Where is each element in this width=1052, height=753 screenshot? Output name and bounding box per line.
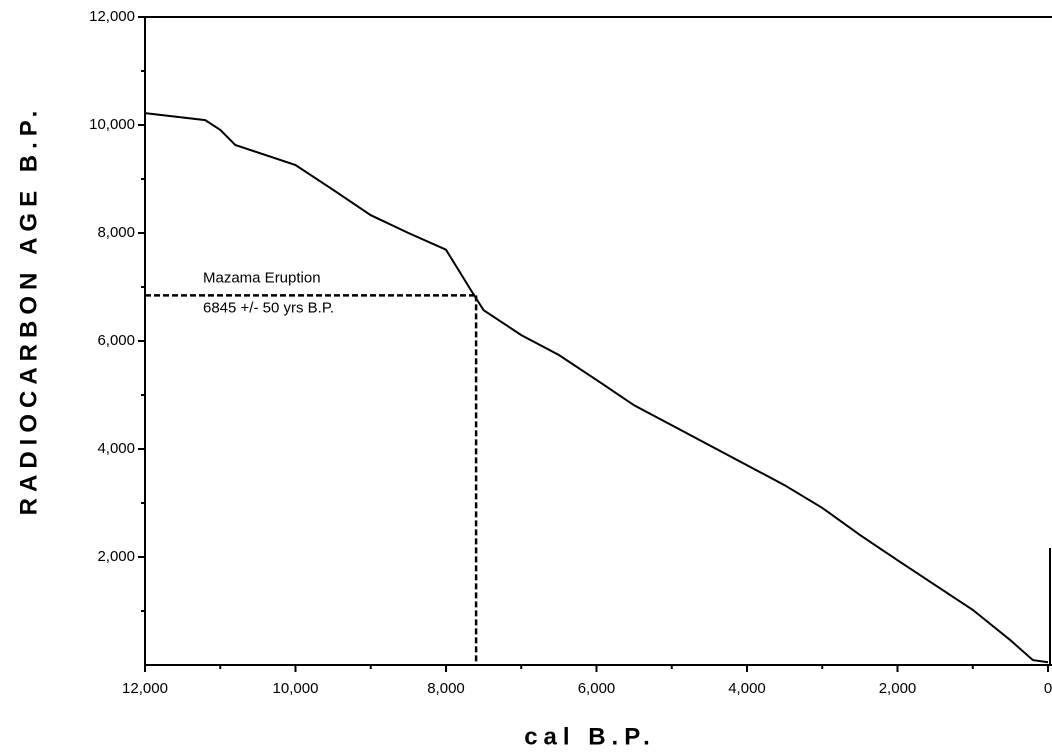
x-tick-label: 10,000 [273, 680, 319, 697]
y-tick-label: 6,000 [97, 332, 135, 349]
y-tick-label: 10,000 [89, 116, 135, 133]
y-tick-label: 2,000 [97, 548, 135, 565]
annotation-text: Mazama Eruption [203, 269, 321, 286]
x-tick-label: 2,000 [879, 680, 917, 697]
y-tick-label: 4,000 [97, 440, 135, 457]
x-tick-label: 6,000 [578, 680, 616, 697]
x-axis-title: cal B.P. [524, 723, 656, 750]
x-tick-label: 8,000 [427, 680, 465, 697]
x-tick-label: 0 [1044, 680, 1052, 697]
annotation-text: 6845 +/- 50 yrs B.P. [203, 299, 334, 316]
curve [144, 112, 1049, 664]
x-tick-label: 12,000 [122, 680, 168, 697]
y-axis-title: RADIOCARBON AGE B.P. [15, 105, 42, 516]
y-tick-label: 12,000 [89, 8, 135, 25]
y-tick-label: 8,000 [97, 224, 135, 241]
x-tick-label: 4,000 [728, 680, 766, 697]
